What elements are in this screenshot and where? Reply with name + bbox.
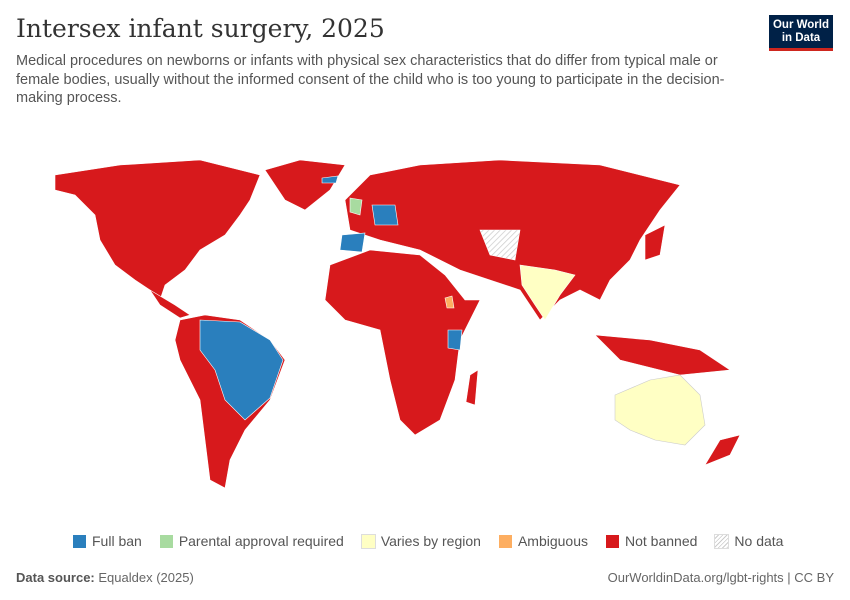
legend-label: Parental approval required bbox=[178, 533, 344, 549]
region-north-america[interactable] bbox=[54, 159, 261, 301]
page-subtitle: Medical procedures on newborns or infant… bbox=[16, 53, 725, 106]
legend-item-no-data[interactable]: No data bbox=[714, 533, 784, 549]
legend-item-not-banned[interactable]: Not banned bbox=[606, 533, 697, 549]
legend-label: Not banned bbox=[625, 533, 698, 549]
region-eritrea[interactable] bbox=[444, 295, 455, 309]
region-indonesia[interactable] bbox=[594, 334, 731, 376]
region-australia[interactable] bbox=[614, 374, 706, 446]
region-brazil[interactable] bbox=[199, 319, 284, 421]
source-label: Data source: bbox=[16, 570, 95, 585]
swatch bbox=[606, 534, 619, 548]
region-central-europe[interactable] bbox=[371, 204, 399, 226]
legend-item-parental-approval[interactable]: Parental approval required bbox=[159, 533, 344, 549]
swatch bbox=[159, 534, 173, 548]
swatch bbox=[73, 534, 86, 548]
source-link[interactable]: Equaldex (2025) bbox=[98, 570, 194, 585]
region-uk[interactable] bbox=[349, 197, 363, 216]
region-madagascar[interactable] bbox=[465, 369, 479, 406]
data-source: Data source: Equaldex (2025) bbox=[16, 570, 194, 585]
legend-item-full-ban[interactable]: Full ban bbox=[73, 533, 142, 549]
region-india[interactable] bbox=[519, 264, 576, 321]
legend-item-ambiguous[interactable]: Ambiguous bbox=[498, 533, 588, 549]
region-central-america[interactable] bbox=[149, 289, 191, 319]
legend: Full ban Parental approval required Vari… bbox=[73, 533, 783, 549]
swatch bbox=[498, 534, 512, 548]
world-map[interactable] bbox=[0, 140, 850, 520]
region-japan[interactable] bbox=[644, 224, 666, 261]
swatch bbox=[360, 533, 376, 549]
region-iceland[interactable] bbox=[321, 175, 339, 184]
legend-label: Varies by region bbox=[380, 533, 481, 549]
region-spain[interactable] bbox=[339, 232, 366, 253]
region-africa[interactable] bbox=[324, 249, 481, 436]
legend-label: No data bbox=[734, 533, 784, 549]
region-central-asia-nodata[interactable] bbox=[479, 229, 521, 261]
owid-logo[interactable]: Our World in Data bbox=[769, 15, 833, 51]
region-new-zealand[interactable] bbox=[704, 434, 741, 466]
legend-item-varies[interactable]: Varies by region bbox=[360, 533, 481, 549]
url-link[interactable]: OurWorldinData.org/lgbt-rights | CC BY bbox=[607, 570, 834, 585]
swatch bbox=[714, 533, 730, 549]
region-kenya[interactable] bbox=[447, 329, 463, 351]
page-title: Intersex infant surgery, 2025 bbox=[16, 14, 385, 43]
legend-label: Full ban bbox=[92, 533, 142, 549]
legend-label: Ambiguous bbox=[517, 533, 588, 549]
region-greenland[interactable] bbox=[264, 159, 346, 211]
